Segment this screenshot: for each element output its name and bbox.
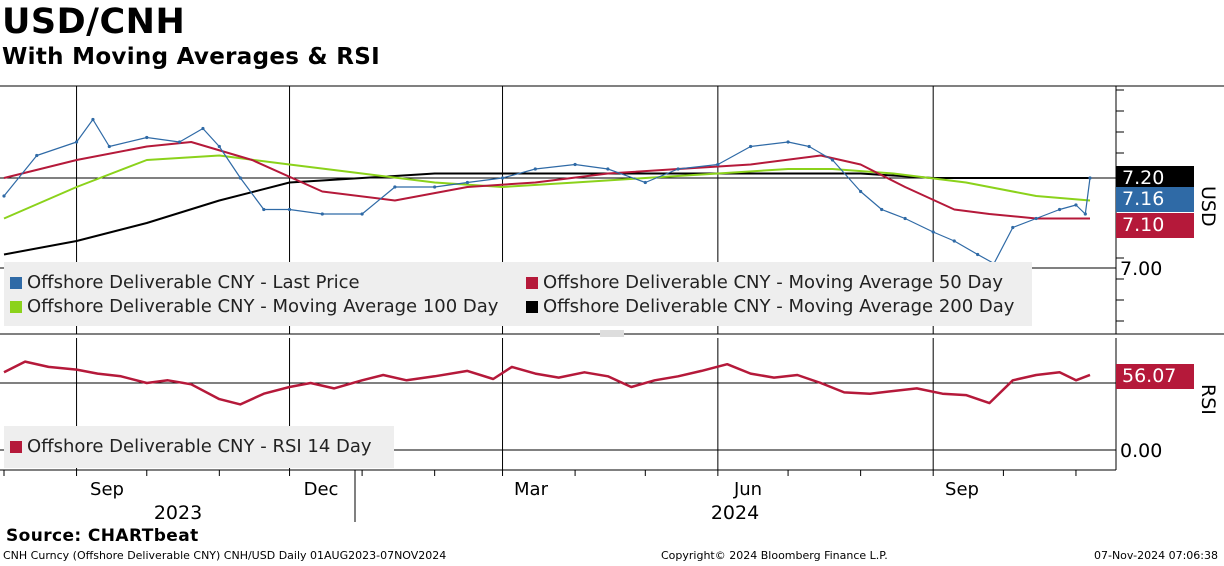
- price-legend: Offshore Deliverable CNY - Last Price Of…: [4, 262, 1032, 326]
- page-subtitle: With Moving Averages & RSI: [2, 44, 380, 70]
- legend-swatch-ma200: [526, 301, 538, 313]
- price-point: [1083, 212, 1087, 216]
- legend-item-last-price: Offshore Deliverable CNY - Last Price: [10, 272, 360, 293]
- price-point: [2, 194, 6, 198]
- series-line-ma50: [3, 141, 1090, 220]
- price-point: [287, 207, 292, 212]
- price-point: [786, 140, 790, 144]
- price-point: [931, 230, 935, 234]
- price-point: [201, 126, 205, 131]
- xtick-label-1: Dec: [304, 479, 339, 500]
- price-point: [676, 167, 680, 171]
- price-point: [238, 176, 242, 180]
- price-point: [807, 144, 811, 149]
- legend-swatch-rsi: [10, 441, 22, 453]
- price-point: [145, 135, 149, 140]
- price-point: [573, 162, 577, 167]
- copyright: Copyright© 2024 Bloomberg Finance L.P.: [661, 549, 888, 562]
- legend-label-rsi: Offshore Deliverable CNY - RSI 14 Day: [27, 436, 372, 457]
- price-point: [976, 252, 980, 257]
- legend-item-rsi: Offshore Deliverable CNY - RSI 14 Day: [10, 436, 372, 457]
- legend-label-ma100: Offshore Deliverable CNY - Moving Averag…: [27, 296, 499, 317]
- price-point: [91, 117, 95, 122]
- price-point: [360, 212, 364, 216]
- price-point: [1074, 203, 1078, 207]
- series-layer: [2, 117, 1092, 406]
- tag-price-last: 7.16: [1116, 187, 1194, 212]
- tag-ma200-last: 7.20: [1116, 166, 1194, 190]
- price-point: [749, 144, 753, 149]
- tag-ma50-last: 7.10: [1116, 213, 1194, 238]
- legend-label-ma200: Offshore Deliverable CNY - Moving Averag…: [543, 296, 1015, 317]
- price-point: [606, 167, 610, 171]
- price-point: [35, 153, 39, 158]
- series-line-rsi: [3, 360, 1091, 406]
- price-point: [217, 144, 221, 149]
- series-line-ma200: [3, 172, 1090, 256]
- price-point: [716, 162, 720, 167]
- ytick-label-price: 7.00: [1120, 258, 1162, 280]
- price-point: [903, 216, 907, 221]
- price-point: [1088, 176, 1092, 180]
- legend-item-ma100: Offshore Deliverable CNY - Moving Averag…: [10, 296, 498, 317]
- price-point: [393, 185, 397, 189]
- legend-item-ma200: Offshore Deliverable CNY - Moving Averag…: [526, 296, 1014, 317]
- price-point: [880, 207, 884, 212]
- xtick-label-2: Mar: [514, 479, 549, 500]
- legend-label-ma50: Offshore Deliverable CNY - Moving Averag…: [543, 272, 1004, 293]
- year-label-2024: 2024: [711, 502, 759, 524]
- axis-labels: 7.00 0.00 USD RSI Sep Dec Mar Jun Sep 2023 2024: [90, 186, 1219, 524]
- legend-label-last-price: Offshore Deliverable CNY - Last Price: [27, 272, 360, 293]
- tag-rsi-last: 56.07: [1116, 364, 1194, 389]
- year-label-2023: 2023: [154, 502, 202, 524]
- source-note: Source: CHARTbeat: [6, 526, 199, 546]
- price-point: [320, 212, 324, 216]
- price-point: [533, 167, 537, 171]
- legend-swatch-ma100: [10, 301, 22, 313]
- page-title: USD/CNH: [2, 2, 186, 42]
- price-point: [433, 185, 437, 189]
- price-point: [1057, 207, 1062, 212]
- rsi-legend: Offshore Deliverable CNY - RSI 14 Day: [4, 426, 394, 468]
- timestamp: 07-Nov-2024 07:06:38: [1093, 549, 1218, 562]
- yaxis-label-rsi: RSI: [1197, 384, 1219, 415]
- series-line-ma100: [3, 154, 1091, 220]
- price-point: [1011, 225, 1015, 230]
- price-point: [643, 180, 647, 185]
- xtick-label-4: Sep: [945, 479, 979, 500]
- legend-swatch-last-price: [10, 277, 22, 289]
- price-point: [107, 144, 111, 149]
- yaxis-label-price: USD: [1197, 186, 1219, 227]
- price-point: [177, 140, 182, 144]
- price-point: [262, 207, 266, 212]
- ticker-info: CNH Curncy (Offshore Deliverable CNY) CN…: [3, 549, 447, 562]
- price-point: [500, 176, 505, 180]
- panel-separator-handle[interactable]: [600, 330, 624, 337]
- series-line-price: [3, 118, 1091, 265]
- ytick-label-rsi: 0.00: [1120, 440, 1162, 462]
- xtick-label-0: Sep: [90, 479, 124, 500]
- legend-swatch-ma50: [526, 277, 538, 289]
- legend-item-ma50: Offshore Deliverable CNY - Moving Averag…: [526, 272, 1003, 293]
- price-point: [952, 239, 956, 243]
- price-point: [465, 180, 470, 185]
- xtick-label-3: Jun: [733, 479, 762, 500]
- price-point: [74, 140, 79, 144]
- price-point: [830, 158, 835, 162]
- price-point: [1034, 216, 1038, 221]
- price-point: [859, 189, 863, 194]
